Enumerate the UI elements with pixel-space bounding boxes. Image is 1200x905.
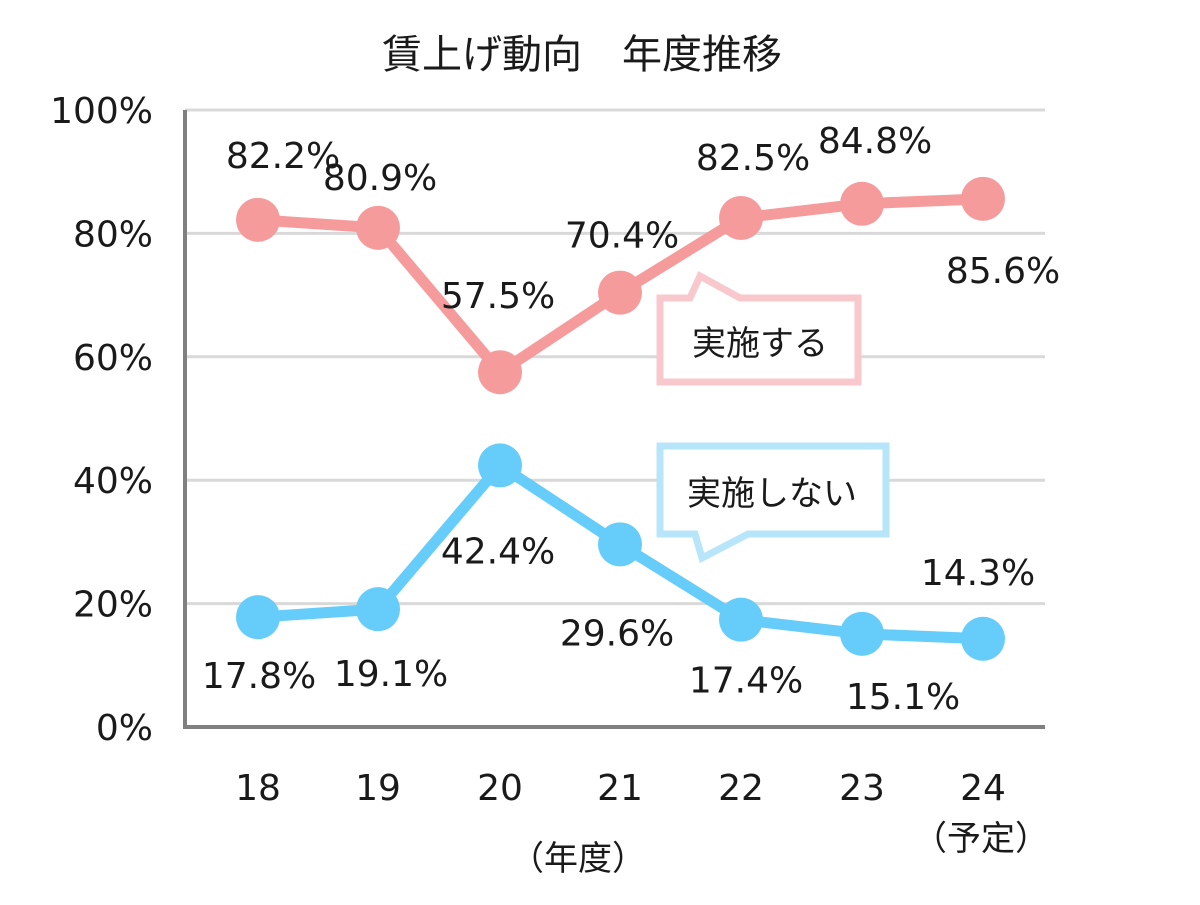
x-tick-label: 20: [477, 768, 523, 809]
axes: [183, 110, 1045, 729]
y-tick-label: 60%: [73, 338, 153, 379]
callout-not-implement-text: 実施しない: [687, 474, 857, 514]
y-axis-ticks: 0% 20% 40% 60% 80% 100%: [50, 91, 153, 749]
y-tick-label: 100%: [50, 91, 153, 132]
x-tick-label: 21: [597, 768, 643, 809]
x-axis-ticks: 18 19 20 21 22 23 24 （予定）: [235, 768, 1049, 859]
data-point: [840, 611, 884, 656]
data-point: [236, 595, 280, 640]
data-point: [478, 443, 522, 488]
data-label: 17.4%: [689, 661, 803, 702]
x-tick-label: 19: [355, 768, 401, 809]
data-label: 82.5%: [696, 138, 810, 179]
chart-title: 賃上げ動向 年度推移: [382, 32, 782, 78]
data-point: [598, 270, 642, 315]
x-tick-label: 23: [839, 768, 885, 809]
callout-implement: [656, 271, 862, 386]
data-label: 84.8%: [818, 121, 932, 162]
data-point: [961, 176, 1005, 221]
data-label: 82.2%: [226, 136, 340, 177]
data-point: [840, 181, 884, 226]
data-point: [598, 522, 642, 567]
y-tick-label: 80%: [73, 214, 153, 255]
y-tick-label: 40%: [73, 461, 153, 502]
data-labels: 82.2%80.9% 57.5%70.4% 82.5% 84.8% 85.6% 17.8%…: [202, 121, 1060, 718]
data-point: [356, 587, 400, 632]
callout-not-implement: [656, 442, 890, 564]
x-tick-label: 18: [235, 768, 281, 809]
series-group: [236, 176, 1005, 661]
y-tick-label: 20%: [73, 585, 153, 626]
x-axis-unit-label: （年度）: [510, 839, 646, 879]
data-label: 17.8%: [202, 656, 316, 697]
x-tick-sublabel: （予定）: [913, 819, 1049, 859]
data-label: 85.6%: [946, 251, 1060, 292]
data-label: 29.6%: [560, 613, 674, 654]
data-label: 19.1%: [334, 654, 448, 695]
data-label: 14.3%: [921, 553, 1035, 594]
data-label: 57.5%: [441, 276, 555, 317]
data-label: 80.9%: [323, 158, 437, 199]
data-point: [236, 197, 280, 242]
x-tick-label: 22: [718, 768, 764, 809]
data-label: 15.1%: [846, 677, 960, 718]
gridlines: [185, 108, 1045, 606]
data-point: [961, 616, 1005, 661]
data-point: [356, 205, 400, 250]
y-tick-label: 0%: [96, 708, 153, 749]
x-tick-label: 24: [960, 768, 1006, 809]
callout-implement-text: 実施する: [692, 324, 828, 364]
data-label: 42.4%: [441, 531, 555, 572]
data-label: 70.4%: [565, 216, 679, 257]
data-point: [719, 195, 763, 240]
data-point: [478, 350, 522, 395]
data-point: [719, 597, 763, 642]
